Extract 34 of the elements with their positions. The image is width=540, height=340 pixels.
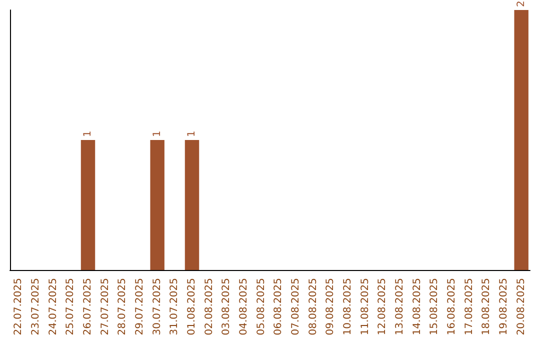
x-tick-label: 18.08.2025 (481, 278, 492, 336)
x-tick-label: 24.07.2025 (48, 278, 59, 336)
x-tick-label: 15.08.2025 (429, 278, 440, 336)
x-tick-label: 22.07.2025 (13, 278, 24, 336)
data-label: 2 (516, 0, 527, 7)
x-tick-label: 01.08.2025 (186, 278, 198, 336)
data-label: 1 (82, 130, 94, 137)
x-tick-label: 12.08.2025 (377, 278, 388, 336)
x-tick-label: 09.08.2025 (325, 278, 336, 336)
x-tick-label: 17.08.2025 (464, 278, 475, 336)
x-tick-label: 30.07.2025 (152, 278, 163, 336)
x-tick-label: 26.07.2025 (82, 278, 94, 336)
x-tick-label: 11.08.2025 (360, 278, 371, 336)
x-tick-label: 25.07.2025 (65, 278, 76, 336)
x-tick-label: 28.07.2025 (117, 278, 128, 336)
x-tick-label: 05.08.2025 (256, 278, 267, 336)
x-tick-label: 29.07.2025 (134, 278, 146, 336)
x-tick-label: 03.08.2025 (221, 278, 232, 336)
x-tick-label: 16.08.2025 (446, 278, 458, 336)
x-tick-label: 08.08.2025 (308, 278, 319, 336)
x-tick-label: 04.08.2025 (238, 278, 250, 336)
x-tick-label: 06.08.2025 (273, 278, 284, 336)
x-tick-label: 14.08.2025 (412, 278, 423, 336)
x-tick-label: 20.08.2025 (516, 278, 527, 336)
x-tick-label: 23.07.2025 (30, 278, 42, 336)
x-tick-label: 19.08.2025 (498, 278, 510, 336)
data-label: 1 (186, 130, 198, 137)
x-tick-label: 02.08.2025 (204, 278, 215, 336)
x-tick-label: 07.08.2025 (290, 278, 302, 336)
data-label: 1 (152, 130, 163, 137)
x-tick-label: 10.08.2025 (342, 278, 354, 336)
x-tick-label: 31.07.2025 (169, 278, 180, 336)
x-tick-label: 27.07.2025 (100, 278, 111, 336)
x-tick-label: 13.08.2025 (394, 278, 406, 336)
